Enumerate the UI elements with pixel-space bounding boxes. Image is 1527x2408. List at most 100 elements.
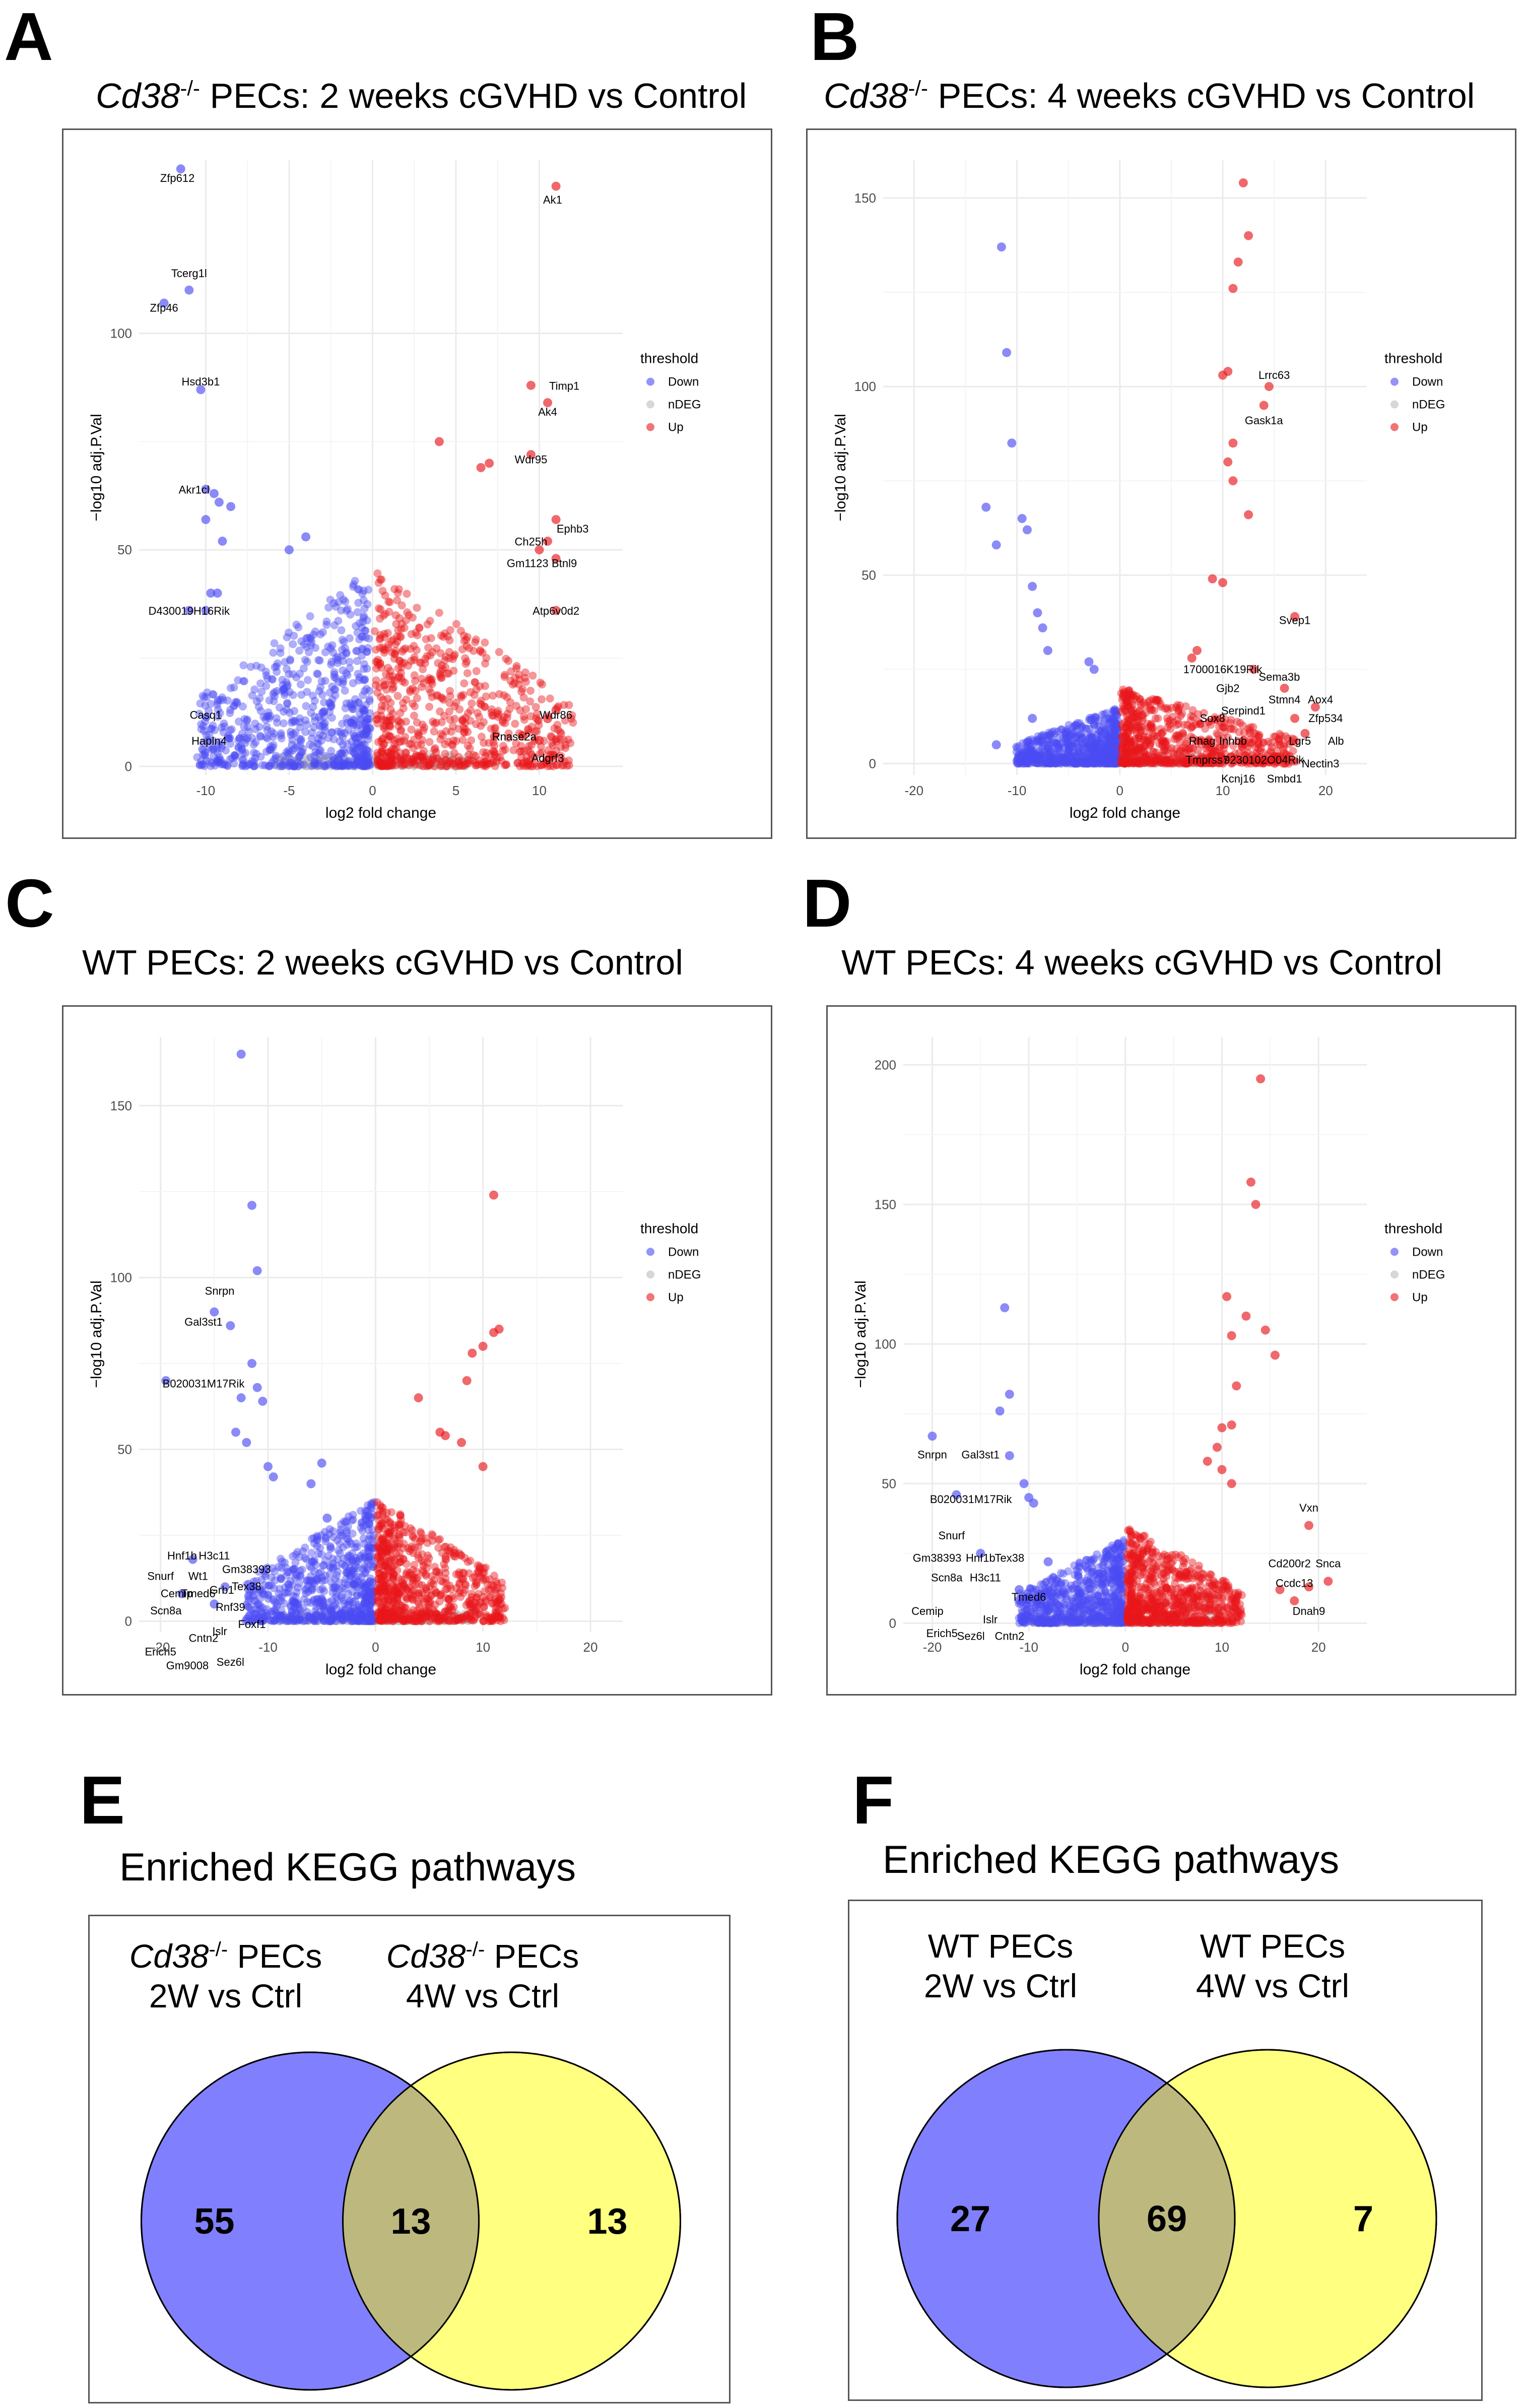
- down-cloud-point: [1110, 725, 1119, 733]
- up-cloud-point: [1169, 718, 1178, 727]
- gene-label: Rhag: [1189, 735, 1216, 747]
- up-cloud-point: [376, 693, 385, 701]
- down-cloud-point: [356, 761, 364, 769]
- up-cloud-point: [1172, 758, 1181, 767]
- down-cloud-point: [226, 684, 235, 692]
- down-cloud-point: [1113, 724, 1122, 733]
- down-cloud-point: [207, 725, 215, 733]
- up-cloud-point: [1124, 759, 1133, 767]
- up-cloud-point: [1256, 753, 1265, 761]
- down-cloud-point: [1052, 739, 1061, 747]
- down-cloud-point: [255, 1604, 264, 1613]
- down-point: [201, 606, 211, 615]
- down-cloud-point: [1070, 758, 1079, 767]
- up-cloud-point: [1117, 744, 1126, 752]
- up-cloud-point: [1259, 738, 1268, 747]
- down-cloud-point: [355, 585, 363, 594]
- up-cloud-point: [1164, 757, 1172, 765]
- up-cloud-point: [395, 738, 404, 746]
- down-cloud-point: [1044, 758, 1053, 767]
- down-cloud-point: [328, 728, 337, 737]
- up-cloud-point: [393, 589, 402, 597]
- up-cloud-point: [413, 718, 421, 727]
- down-cloud-point: [1019, 747, 1027, 756]
- up-cloud-point: [517, 747, 525, 755]
- down-cloud-point: [348, 703, 356, 711]
- down-cloud-point: [1083, 757, 1092, 765]
- down-cloud-point: [264, 711, 273, 720]
- down-cloud-point: [265, 1581, 274, 1590]
- down-cloud-point: [1073, 733, 1081, 742]
- down-cloud-point: [1095, 722, 1103, 731]
- up-cloud-point: [1163, 756, 1172, 764]
- down-cloud-point: [1113, 756, 1122, 764]
- up-cloud-point: [1135, 731, 1143, 740]
- up-cloud-point: [382, 762, 391, 770]
- down-cloud-point: [1109, 740, 1117, 749]
- down-cloud-point: [278, 676, 287, 684]
- legend-title: threshold: [640, 351, 698, 366]
- down-cloud-point: [1064, 757, 1072, 766]
- up-cloud-point: [400, 737, 409, 745]
- up-cloud-point: [1119, 685, 1127, 694]
- up-cloud-point: [1125, 735, 1134, 743]
- down-cloud-point: [349, 580, 358, 589]
- down-cloud-point: [327, 700, 336, 709]
- up-cloud-point: [401, 733, 410, 741]
- down-cloud-point: [1112, 747, 1120, 756]
- up-cloud-point: [486, 1593, 494, 1601]
- down-cloud-point: [213, 758, 221, 767]
- down-cloud-point: [1025, 756, 1033, 764]
- down-cloud-point: [1105, 752, 1114, 761]
- down-cloud-point: [350, 760, 358, 769]
- up-cloud-point: [377, 748, 386, 756]
- down-cloud-point: [234, 736, 243, 745]
- up-cloud-point: [425, 674, 433, 682]
- up-cloud-point: [487, 759, 495, 767]
- down-cloud-point: [1031, 756, 1039, 764]
- down-cloud-point: [1110, 742, 1118, 751]
- up-cloud-point: [487, 708, 496, 717]
- down-cloud-point: [1105, 741, 1114, 749]
- down-cloud-point: [1064, 728, 1072, 736]
- down-cloud-point: [1021, 747, 1030, 755]
- up-cloud-point: [1270, 732, 1278, 741]
- up-cloud-point: [1126, 736, 1135, 745]
- down-cloud-point: [1108, 754, 1116, 763]
- up-cloud-point: [373, 719, 382, 728]
- down-cloud-point: [357, 716, 365, 725]
- down-cloud-point: [1050, 756, 1058, 765]
- down-cloud-point: [327, 658, 336, 666]
- down-cloud-point: [1037, 751, 1045, 760]
- up-cloud-point: [1179, 730, 1187, 738]
- down-cloud-point: [1089, 755, 1097, 763]
- down-cloud-point: [1061, 730, 1070, 739]
- up-cloud-point: [405, 611, 413, 619]
- down-cloud-point: [1106, 730, 1115, 738]
- up-cloud-point: [526, 712, 535, 721]
- up-cloud-point: [560, 701, 568, 709]
- down-cloud-point: [1075, 731, 1083, 739]
- down-cloud-point: [214, 749, 222, 757]
- down-cloud-point: [1067, 759, 1075, 768]
- up-cloud-point: [554, 726, 562, 734]
- down-cloud-point: [1090, 743, 1099, 751]
- down-cloud-point: [358, 644, 366, 653]
- down-cloud-point: [286, 748, 294, 756]
- down-cloud-point: [232, 697, 241, 706]
- down-cloud-point: [1091, 757, 1100, 765]
- up-cloud-point: [1119, 731, 1128, 740]
- down-cloud-point: [1098, 710, 1106, 719]
- down-cloud-point: [1037, 755, 1046, 763]
- down-cloud-point: [1036, 751, 1045, 759]
- up-cloud-point: [445, 687, 454, 695]
- up-cloud-point: [501, 761, 509, 769]
- up-cloud-point: [1118, 754, 1127, 763]
- down-cloud-point: [361, 676, 369, 684]
- up-cloud-point: [381, 646, 389, 655]
- down-cloud-point: [1109, 755, 1118, 764]
- up-cloud-point: [380, 648, 388, 657]
- down-cloud-point: [1017, 756, 1026, 764]
- down-cloud-point: [357, 632, 366, 641]
- up-cloud-point: [407, 726, 416, 734]
